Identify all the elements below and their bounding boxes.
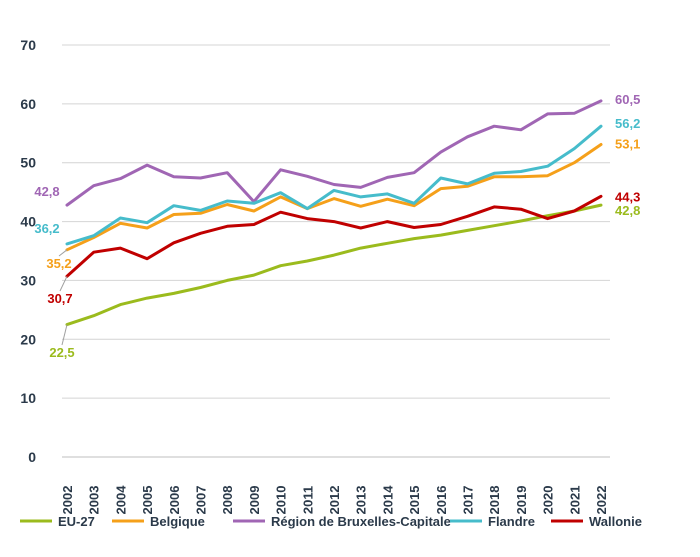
leader-line-belgique [58,249,68,257]
x-tick-label: 2011 [300,486,315,514]
legend-item-belgique: Belgique [112,514,205,529]
y-tick-label: 30 [20,272,36,288]
series-line-wallonie [65,194,603,278]
legend-item-flandre: Flandre [450,514,535,529]
x-tick-label: 2012 [327,486,342,515]
y-tick-label: 40 [20,214,36,230]
x-tick-label: 2013 [354,486,369,515]
end-label-r-gion-de-bruxelles-capitale: 60,5 [615,92,640,107]
y-axis-ticks: 0 10 20 30 40 50 60 70 [20,37,36,465]
y-tick-label: 60 [20,96,36,112]
x-tick-label: 2021 [567,486,582,515]
x-tick-label: 2022 [594,486,609,515]
x-tick-label: 2020 [541,486,556,515]
leader-line-wallonie [59,276,68,292]
data-labels: 22,5 42,8 35,2 53,1 42,8 60,5 36,2 56,2 30,7 44,3 [34,92,640,360]
legend-label: EU-27 [58,514,95,529]
legend-label: Région de Bruxelles-Capitale [271,514,451,529]
x-tick-label: 2008 [220,486,235,515]
x-tick-label: 2002 [60,486,75,515]
x-tick-label: 2019 [514,486,529,515]
start-label-r-gion-de-bruxelles-capitale: 42,8 [34,184,59,199]
gridlines [62,44,610,458]
series-line-flandre [65,124,603,246]
y-tick-label: 0 [28,449,36,465]
x-axis-ticks: 2002 2003 2004 2005 2006 2007 2008 2009 2010 2011… [60,485,609,515]
x-tick-label: 2009 [247,486,262,515]
x-tick-label: 2005 [140,486,155,515]
leader-line-eu-27 [61,324,68,346]
x-tick-label: 2006 [167,486,182,515]
series-line-belgique [65,143,603,252]
legend-item-eu-27: EU-27 [20,514,95,529]
x-tick-label: 2017 [461,486,476,515]
y-tick-label: 10 [20,390,36,406]
x-tick-label: 2018 [487,486,502,515]
legend-label: Wallonie [589,514,642,529]
legend-label: Flandre [488,514,535,529]
start-label-flandre: 36,2 [34,221,59,236]
x-tick-label: 2003 [87,486,102,515]
series-lines [65,99,603,327]
legend-item-r-gion-de-bruxelles-capitale: Région de Bruxelles-Capitale [233,514,451,529]
end-label-flandre: 56,2 [615,116,640,131]
x-tick-label: 2010 [274,486,289,515]
end-label-belgique: 53,1 [615,136,640,151]
end-label-eu-27: 42,8 [615,203,640,218]
legend-item-wallonie: Wallonie [551,514,642,529]
y-tick-label: 70 [20,37,36,53]
start-label-eu-27: 22,5 [49,345,74,360]
legend-label: Belgique [150,514,205,529]
start-label-belgique: 35,2 [46,256,71,271]
start-label-wallonie: 30,7 [47,291,72,306]
y-tick-label: 20 [20,331,36,347]
x-tick-label: 2007 [194,486,209,515]
x-tick-label: 2004 [113,485,128,515]
x-tick-label: 2014 [380,485,395,515]
legend: EU-27 Belgique Région de Bruxelles-Capital… [20,514,642,529]
x-tick-label: 2015 [407,486,422,515]
series-line-eu-27 [65,203,603,327]
end-label-wallonie: 44,3 [615,189,640,204]
x-tick-label: 2016 [434,486,449,515]
y-tick-label: 50 [20,155,36,171]
series-line-r-gion-de-bruxelles-capitale [65,99,603,207]
